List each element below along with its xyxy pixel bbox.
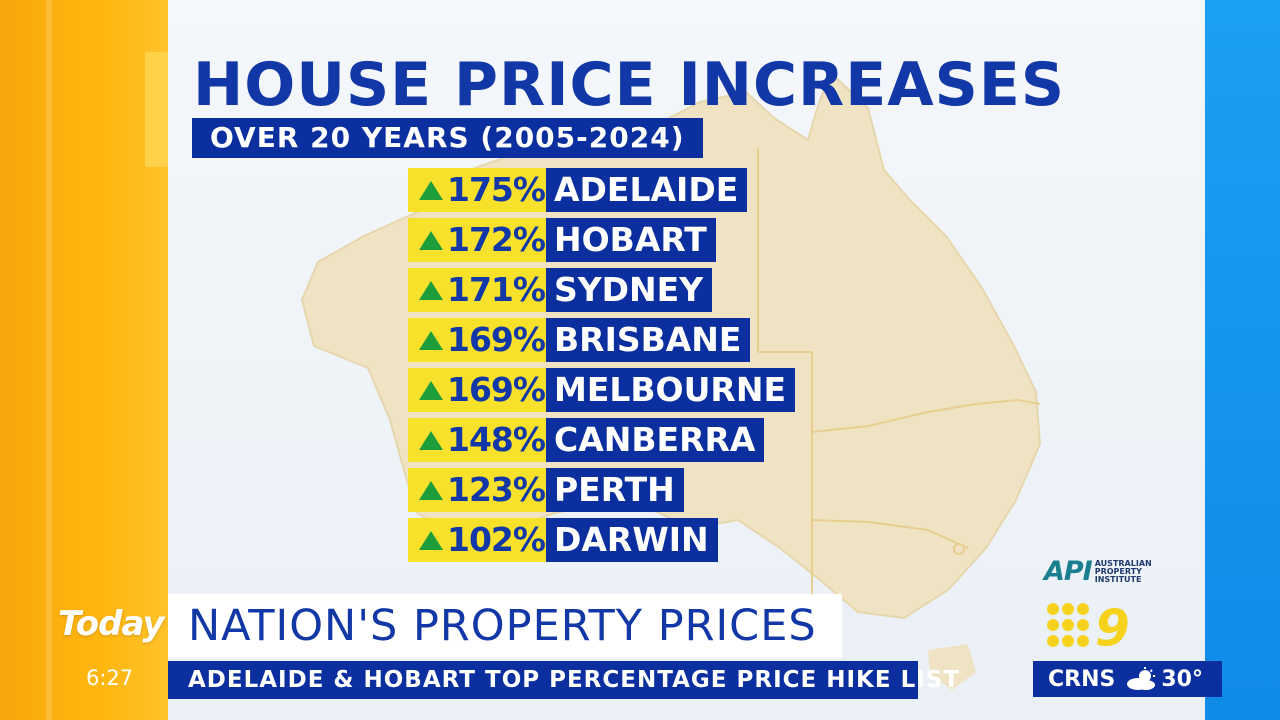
up-arrow-icon bbox=[419, 330, 443, 350]
up-arrow-icon bbox=[419, 280, 443, 300]
up-arrow-icon bbox=[419, 180, 443, 200]
city-name: ADELAIDE bbox=[546, 168, 748, 212]
partly-cloudy-icon bbox=[1127, 667, 1156, 690]
percent-value: 169% bbox=[447, 370, 546, 409]
percent-badge: 148% bbox=[408, 418, 546, 462]
list-item: 171% SYDNEY bbox=[408, 268, 795, 312]
api-source-logo: API AUSTRALIAN PROPERTY INSTITUTE bbox=[1044, 556, 1152, 587]
graphic-title: HOUSE PRICE INCREASES bbox=[193, 50, 1066, 120]
up-arrow-icon bbox=[419, 230, 443, 250]
api-logo-mark: API bbox=[1044, 556, 1093, 587]
percent-badge: 169% bbox=[408, 368, 546, 412]
list-item: 102% DARWIN bbox=[408, 518, 795, 562]
list-item: 175% ADELAIDE bbox=[408, 168, 795, 212]
list-item: 123% PERTH bbox=[408, 468, 795, 512]
up-arrow-icon bbox=[419, 530, 443, 550]
list-item: 172% HOBART bbox=[408, 218, 795, 262]
weather-temperature: 30° bbox=[1161, 666, 1203, 692]
percent-value: 148% bbox=[447, 420, 546, 459]
left-panel-stripe bbox=[46, 0, 52, 720]
today-show-logo: Today bbox=[58, 604, 165, 644]
percent-value: 175% bbox=[447, 170, 546, 209]
list-item: 148% CANBERRA bbox=[408, 418, 795, 462]
left-orange-panel bbox=[0, 0, 168, 720]
up-arrow-icon bbox=[419, 430, 443, 450]
city-name: CANBERRA bbox=[546, 418, 765, 462]
percent-badge: 102% bbox=[408, 518, 546, 562]
lower-third-headline: NATION'S PROPERTY PRICES bbox=[168, 594, 842, 658]
channel-nine-numeral: 9 bbox=[1095, 601, 1130, 649]
lower-third-ticker: ADELAIDE & HOBART TOP PERCENTAGE PRICE H… bbox=[168, 661, 959, 699]
channel-nine-logo: 9 bbox=[1047, 601, 1130, 649]
up-arrow-icon bbox=[419, 380, 443, 400]
api-logo-text: AUSTRALIAN PROPERTY INSTITUTE bbox=[1094, 559, 1152, 584]
city-name: SYDNEY bbox=[546, 268, 713, 312]
up-arrow-icon bbox=[419, 480, 443, 500]
weather-city: CRNS bbox=[1048, 666, 1116, 692]
right-blue-panel bbox=[1205, 0, 1280, 720]
city-name: HOBART bbox=[546, 218, 716, 262]
percent-value: 123% bbox=[447, 470, 546, 509]
list-item: 169% BRISBANE bbox=[408, 318, 795, 362]
graphic-subtitle: OVER 20 YEARS (2005-2024) bbox=[192, 118, 703, 158]
city-name: MELBOURNE bbox=[546, 368, 795, 412]
percent-badge: 175% bbox=[408, 168, 546, 212]
list-item: 169% MELBOURNE bbox=[408, 368, 795, 412]
percent-value: 171% bbox=[447, 270, 546, 309]
left-panel-tab bbox=[145, 52, 168, 167]
city-name: DARWIN bbox=[546, 518, 718, 562]
city-name: PERTH bbox=[546, 468, 684, 512]
price-increase-list: 175% ADELAIDE 172% HOBART 171% SYDNEY 16… bbox=[408, 168, 795, 568]
percent-badge: 172% bbox=[408, 218, 546, 262]
percent-badge: 169% bbox=[408, 318, 546, 362]
city-name: BRISBANE bbox=[546, 318, 751, 362]
percent-value: 169% bbox=[447, 320, 546, 359]
percent-value: 172% bbox=[447, 220, 546, 259]
percent-badge: 123% bbox=[408, 468, 546, 512]
percent-badge: 171% bbox=[408, 268, 546, 312]
percent-value: 102% bbox=[447, 520, 546, 559]
clock-time: 6:27 bbox=[86, 666, 134, 690]
weather-badge: CRNS 30° bbox=[1033, 661, 1222, 697]
